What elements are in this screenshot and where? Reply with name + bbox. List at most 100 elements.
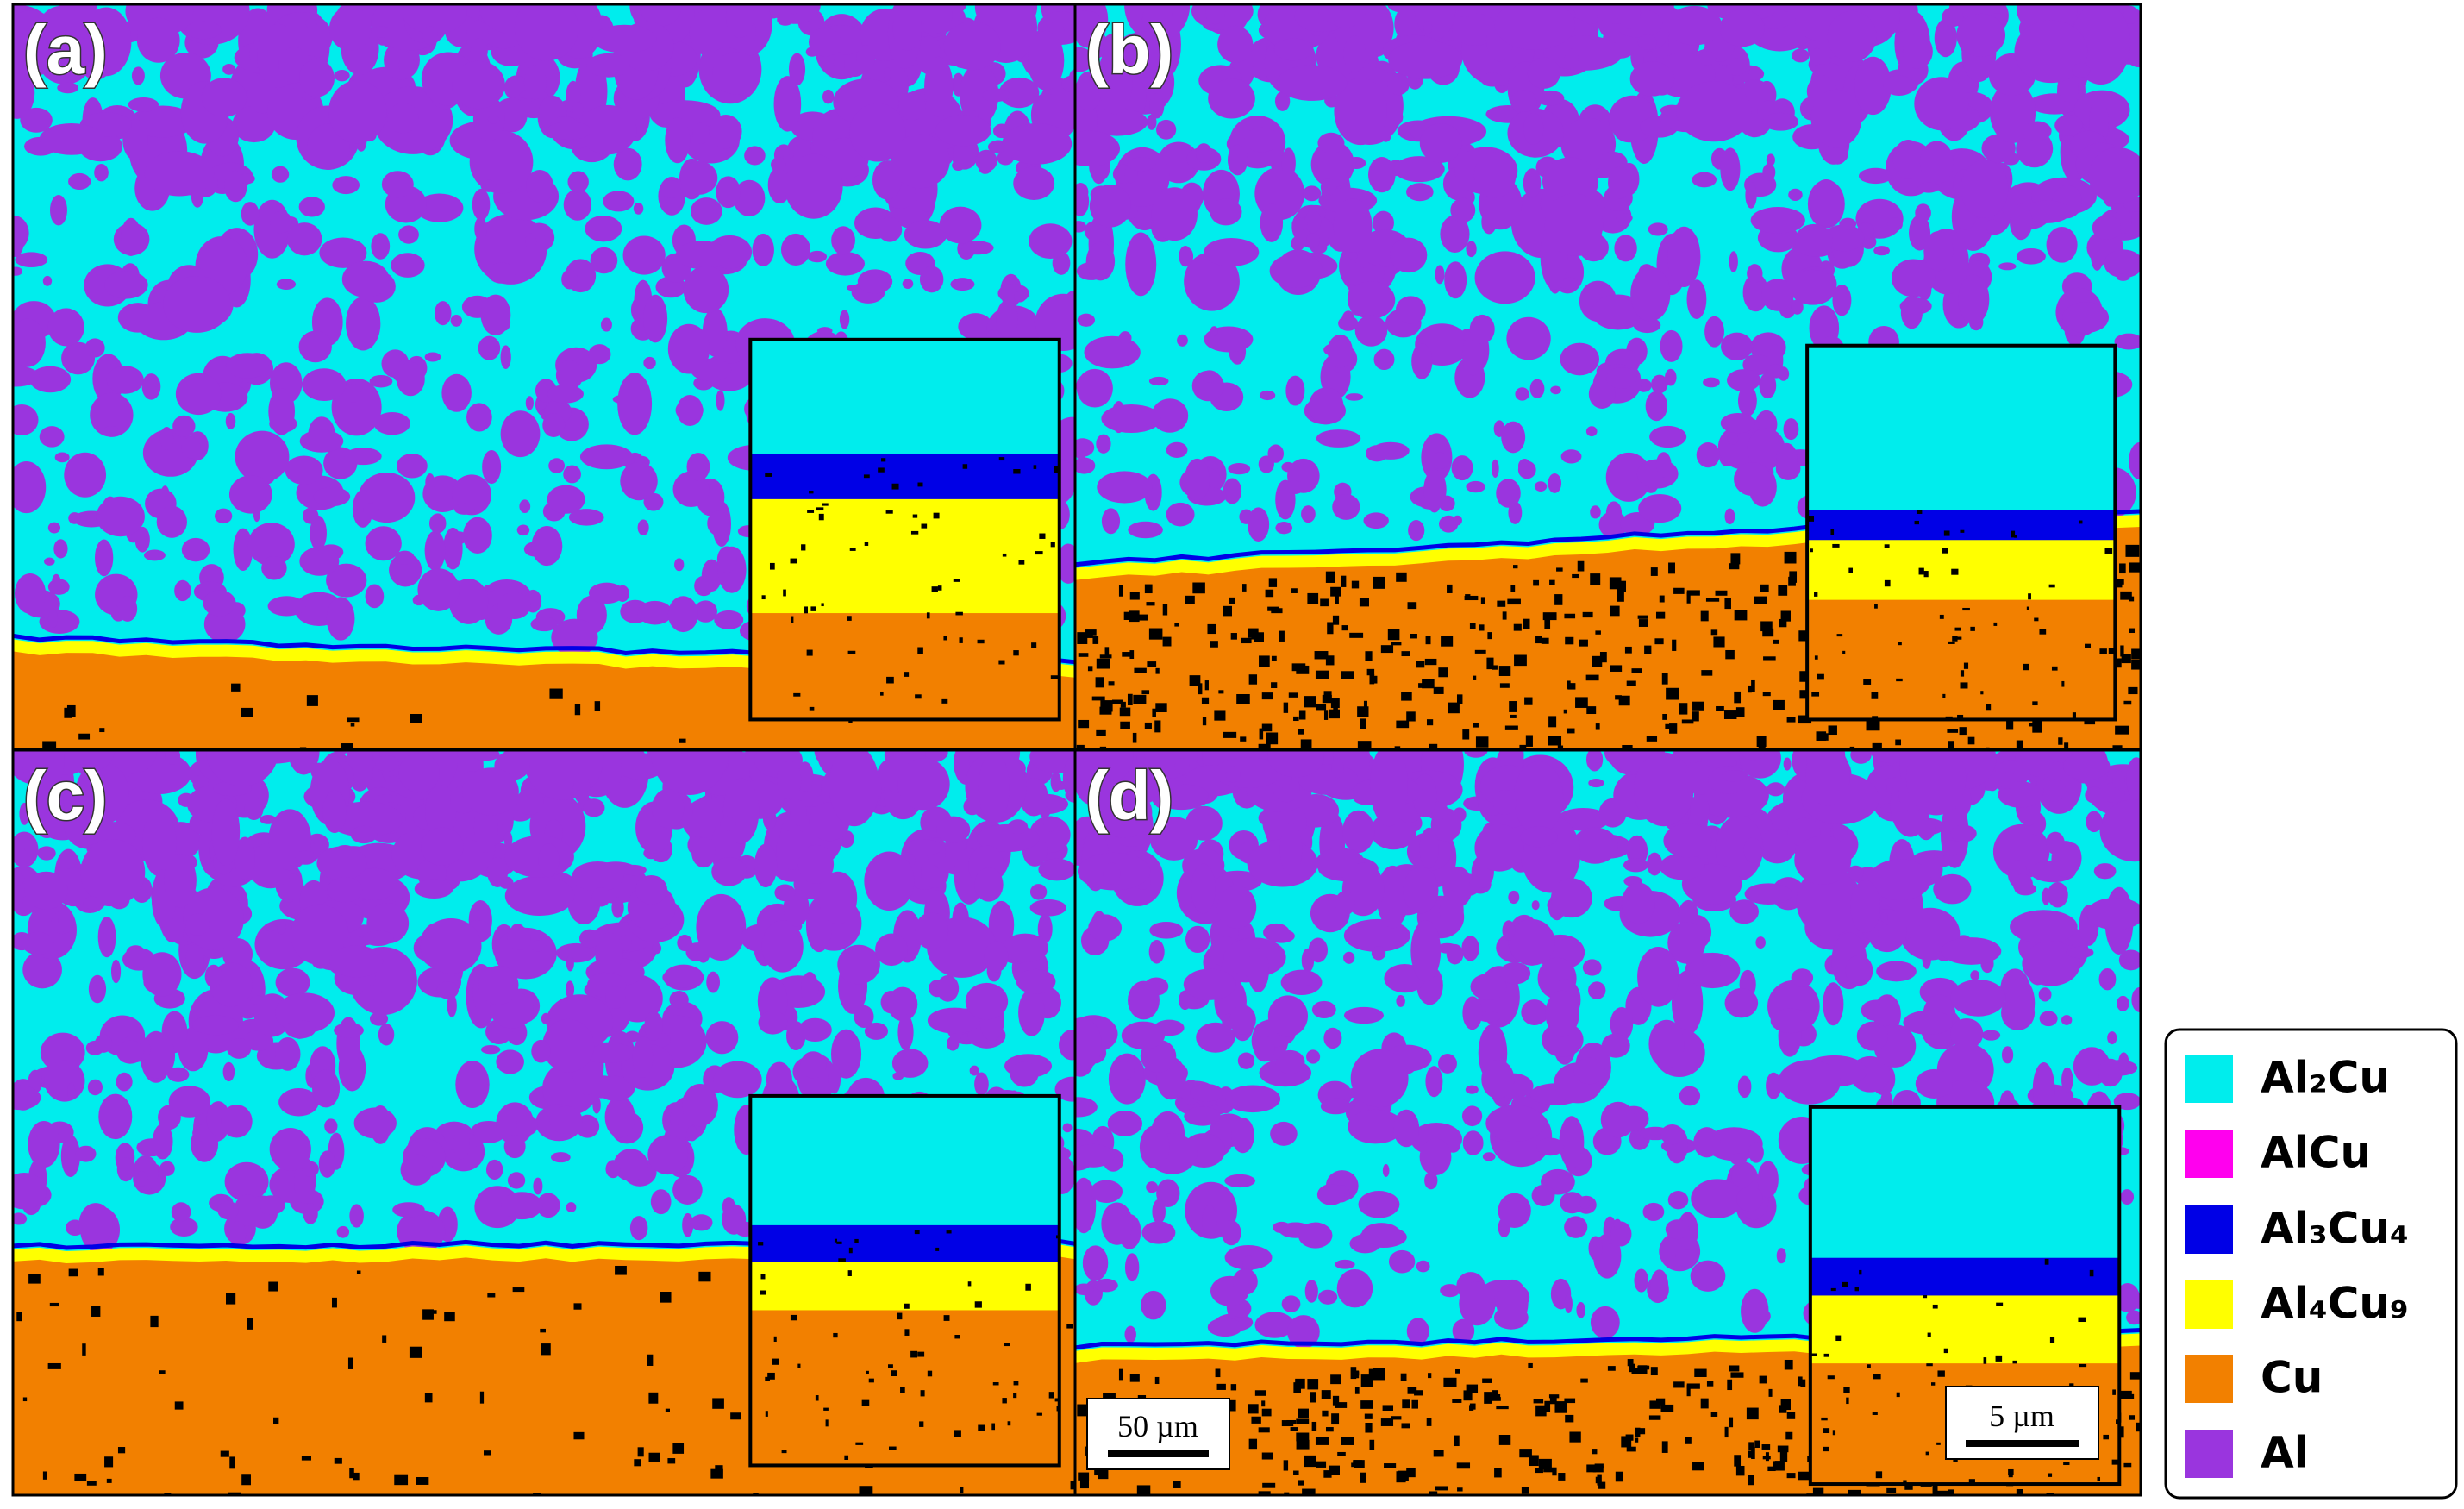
al-region <box>298 330 332 363</box>
al-region <box>2039 1011 2058 1027</box>
pore <box>1433 686 1444 694</box>
al-region <box>536 1193 560 1218</box>
al-region <box>766 1061 792 1098</box>
pore <box>648 1452 660 1462</box>
al-region <box>1823 224 1865 252</box>
al-region <box>227 1038 252 1059</box>
al-region <box>674 558 685 572</box>
inset-border <box>1808 1105 2122 1487</box>
pore <box>1692 1462 1704 1471</box>
al-region <box>1098 45 1133 115</box>
pore <box>2131 648 2141 660</box>
al-region <box>13 215 29 252</box>
inset-pore <box>1836 634 1843 637</box>
al-region <box>1887 217 1903 231</box>
al-region <box>1237 1052 1255 1069</box>
pore <box>1786 1412 1796 1419</box>
al-region <box>1270 1121 1298 1146</box>
pore <box>1730 1372 1744 1378</box>
pore <box>2120 645 2124 657</box>
al-region <box>1724 508 1735 524</box>
al-region <box>1523 112 1544 145</box>
al-region <box>1304 210 1322 234</box>
pore <box>1369 673 1375 685</box>
al-region <box>42 275 53 286</box>
pore <box>1283 1460 1289 1471</box>
pore <box>1314 651 1329 660</box>
pore <box>1635 1427 1641 1437</box>
al-region <box>1564 1293 1573 1314</box>
al-region <box>270 210 293 234</box>
scale-bar <box>1966 1440 2079 1447</box>
al-region <box>299 59 335 97</box>
al-region <box>1633 316 1661 334</box>
pore <box>2032 720 2042 733</box>
al-region <box>500 410 541 458</box>
pore <box>247 1318 253 1330</box>
pore <box>347 717 360 723</box>
al-region <box>39 426 65 448</box>
inset-pore <box>1873 1374 1881 1380</box>
al-region <box>229 1220 247 1248</box>
pore <box>1729 1365 1740 1372</box>
al-region <box>185 944 204 977</box>
pore <box>1661 1441 1668 1453</box>
al-region <box>1676 81 1752 142</box>
al-region <box>530 617 558 632</box>
al-region <box>1788 188 1803 201</box>
al-region <box>1358 1191 1400 1218</box>
al-region <box>1990 4 2006 14</box>
al-region <box>450 315 463 327</box>
pore <box>1563 709 1567 714</box>
al-region <box>487 115 500 124</box>
al-region <box>1156 119 1177 140</box>
inset-pore <box>2063 1462 2070 1466</box>
al-region <box>1778 1060 1841 1105</box>
al-region <box>1679 1086 1701 1106</box>
pore <box>1484 1392 1492 1404</box>
al-region <box>1498 1193 1531 1229</box>
pore <box>1692 701 1704 711</box>
inset-pore <box>920 1390 925 1397</box>
al-region <box>1482 1152 1496 1161</box>
al-region <box>1545 990 1579 1037</box>
al-region <box>497 592 531 620</box>
pore <box>2129 1372 2141 1380</box>
al-region <box>1075 10 1102 32</box>
al-region <box>887 986 918 1022</box>
pore <box>1406 711 1416 722</box>
al-region <box>1343 35 1366 73</box>
al-region <box>228 475 272 514</box>
pore <box>1099 706 1112 715</box>
pore <box>1296 1432 1310 1442</box>
al-region <box>1446 943 1464 965</box>
al-region <box>13 1212 28 1225</box>
pore <box>1549 579 1555 585</box>
al-region <box>550 1152 571 1163</box>
al-region <box>1343 1006 1385 1024</box>
pore <box>1729 1417 1734 1428</box>
al-region <box>2062 752 2111 780</box>
al-region <box>1403 867 1439 914</box>
inset-pore <box>2008 1470 2013 1478</box>
inset-pore <box>878 467 885 473</box>
legend-box <box>2164 1028 2458 1500</box>
al-region <box>800 1051 827 1079</box>
pore <box>1948 741 1954 749</box>
al-region <box>2086 897 2141 930</box>
inset-pore <box>937 585 942 591</box>
al-region <box>1845 955 1873 986</box>
al-region <box>232 105 276 143</box>
al-region <box>1317 4 1343 22</box>
pore <box>2058 737 2063 745</box>
pore <box>174 1401 184 1410</box>
al-region <box>501 1192 543 1220</box>
al-region <box>347 384 361 403</box>
al-region <box>1396 994 1405 1007</box>
inset-pore <box>914 1230 920 1235</box>
pore <box>1569 1431 1581 1443</box>
pore <box>2120 1390 2132 1399</box>
pore <box>42 1471 47 1480</box>
al-region <box>1088 914 1123 942</box>
al-region <box>1605 452 1652 502</box>
